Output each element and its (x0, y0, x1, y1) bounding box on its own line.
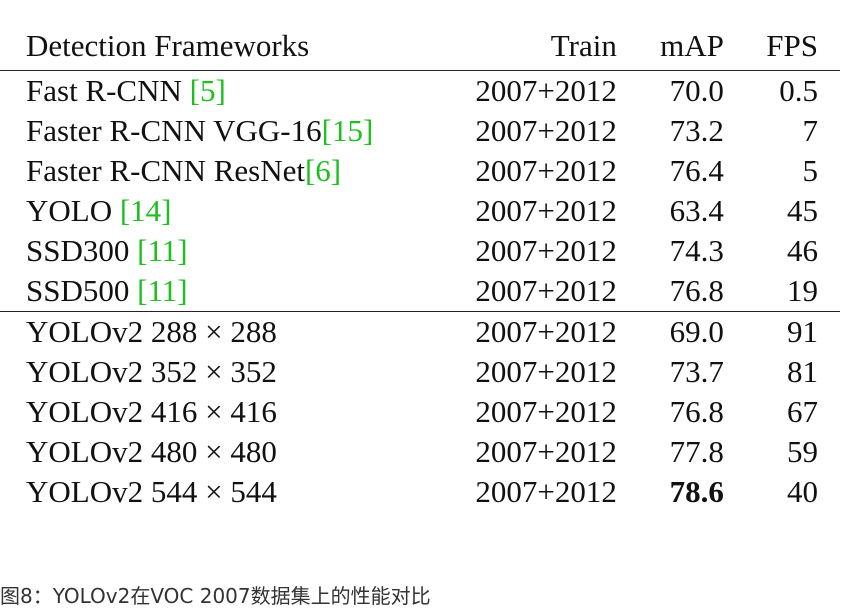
header-framework: Detection Frameworks (0, 22, 438, 71)
header-train: Train (437, 22, 617, 71)
cell-framework: YOLOv2 288 × 288 (0, 311, 438, 352)
cell-map: 63.4 (669, 193, 724, 228)
cell-framework: YOLOv2 416 × 416 (0, 392, 437, 432)
figure-caption: 图8：YOLOv2在VOC 2007数据集上的性能对比 (0, 584, 431, 608)
detection-results-table: Detection Frameworks Train mAP FPS Fast … (0, 22, 840, 512)
table-row: Faster R-CNN ResNet[6] 2007+2012 76.4 5 (0, 151, 840, 191)
header-row: Detection Frameworks Train mAP FPS (0, 22, 840, 71)
cell-fps: 5 (802, 153, 819, 188)
cell-fps: 0.5 (779, 73, 818, 108)
framework-name: SSD500 (26, 273, 138, 308)
cell-train: 2007+2012 (475, 273, 617, 308)
header-map: mAP (616, 22, 724, 71)
citation-link[interactable]: [11] (137, 233, 188, 268)
cell-train: 2007+2012 (475, 474, 617, 509)
cell-framework: YOLOv2 352 × 352 (0, 352, 437, 392)
table-row: SSD300 [11] 2007+2012 74.3 46 (0, 231, 840, 271)
citation-link[interactable]: [15] (321, 113, 374, 148)
citation-link[interactable]: [14] (119, 193, 172, 228)
framework-name: YOLOv2 288 × 288 (26, 314, 277, 349)
table-row: YOLOv2 544 × 544 2007+2012 78.6 40 (0, 472, 840, 512)
framework-name: YOLOv2 352 × 352 (26, 354, 277, 389)
table-row: YOLOv2 480 × 480 2007+2012 77.8 59 (0, 432, 840, 472)
cell-map: 73.2 (669, 113, 724, 148)
framework-name: SSD300 (26, 233, 138, 268)
cell-fps: 59 (787, 434, 818, 469)
cell-map: 76.8 (669, 394, 724, 429)
table-row: YOLOv2 352 × 352 2007+2012 73.7 81 (0, 352, 840, 392)
cell-fps: 81 (787, 354, 818, 389)
framework-name: Faster R-CNN ResNet (26, 153, 305, 188)
table-row: YOLOv2 416 × 416 2007+2012 76.8 67 (0, 392, 840, 432)
table-row: YOLOv2 288 × 288 2007+2012 69.0 91 (0, 311, 840, 352)
framework-name: YOLOv2 544 × 544 (26, 474, 277, 509)
cell-framework: SSD500 [11] (0, 271, 437, 312)
cell-fps: 91 (723, 311, 840, 352)
cell-map: 69.0 (616, 311, 724, 352)
framework-name: YOLO (26, 193, 120, 228)
citation-link[interactable]: [11] (137, 273, 188, 308)
cell-train: 2007+2012 (475, 73, 617, 108)
cell-fps: 67 (787, 394, 818, 429)
cell-framework: Fast R-CNN [5] (0, 71, 437, 112)
cell-train: 2007+2012 (475, 113, 617, 148)
header-fps: FPS (723, 22, 840, 71)
cell-train: 2007+2012 (475, 153, 617, 188)
results-table-container: Detection Frameworks Train mAP FPS Fast … (0, 22, 840, 512)
cell-framework: YOLOv2 480 × 480 (0, 432, 437, 472)
table-row: YOLO [14] 2007+2012 63.4 45 (0, 191, 840, 231)
cell-map: 76.4 (669, 153, 724, 188)
cell-map: 70.0 (669, 73, 724, 108)
cell-framework: SSD300 [11] (0, 231, 437, 271)
cell-map: 73.7 (669, 354, 724, 389)
citation-link[interactable]: [5] (189, 73, 226, 108)
table-row: SSD500 [11] 2007+2012 76.8 19 (0, 271, 840, 312)
cell-map: 74.3 (669, 233, 724, 268)
cell-fps: 45 (787, 193, 818, 228)
cell-framework: Faster R-CNN ResNet[6] (0, 151, 437, 191)
table-row: Fast R-CNN [5] 2007+2012 70.0 0.5 (0, 71, 840, 112)
framework-name: Faster R-CNN VGG-16 (26, 113, 322, 148)
cell-train: 2007+2012 (475, 354, 617, 389)
cell-fps: 46 (787, 233, 818, 268)
cell-fps: 19 (787, 273, 818, 308)
cell-train: 2007+2012 (475, 434, 617, 469)
cell-framework: Faster R-CNN VGG-16[15] (0, 111, 437, 151)
cell-map: 77.8 (669, 434, 724, 469)
framework-name: YOLOv2 480 × 480 (26, 434, 277, 469)
framework-name: YOLOv2 416 × 416 (26, 394, 277, 429)
cell-framework: YOLO [14] (0, 191, 437, 231)
cell-fps: 7 (802, 113, 819, 148)
cell-fps: 40 (787, 474, 818, 509)
cell-train: 2007+2012 (437, 311, 617, 352)
cell-train: 2007+2012 (475, 394, 617, 429)
cell-map: 76.8 (669, 273, 724, 308)
cell-map: 78.6 (669, 474, 724, 509)
cell-train: 2007+2012 (475, 233, 617, 268)
framework-name: Fast R-CNN (26, 73, 190, 108)
cell-train: 2007+2012 (475, 193, 617, 228)
citation-link[interactable]: [6] (304, 153, 342, 188)
table-header: Detection Frameworks Train mAP FPS (0, 22, 840, 71)
table-body: Fast R-CNN [5] 2007+2012 70.0 0.5 Faster R-C… (0, 71, 840, 513)
cell-framework: YOLOv2 544 × 544 (0, 472, 437, 512)
table-row: Faster R-CNN VGG-16[15] 2007+2012 73.2 7 (0, 111, 840, 151)
